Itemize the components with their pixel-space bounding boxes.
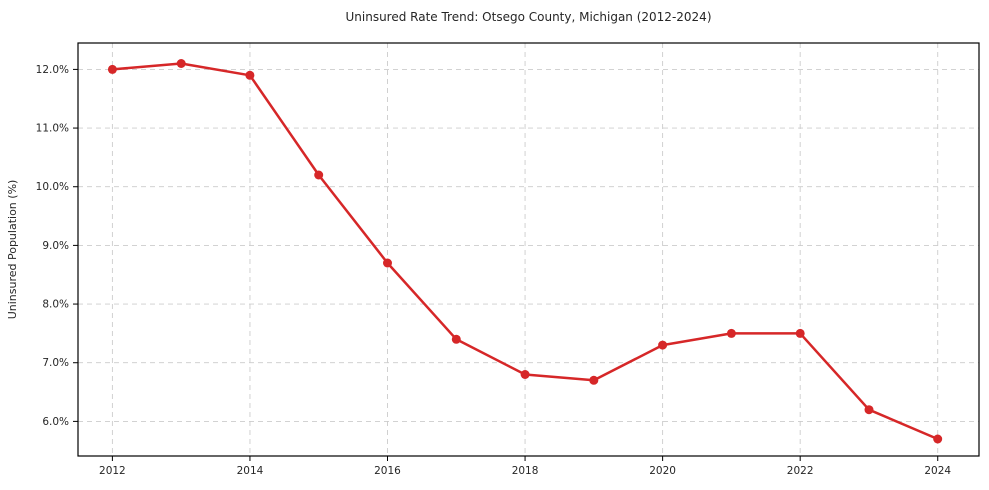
data-point (107, 64, 117, 74)
data-point (520, 370, 530, 379)
y-tick-label: 11.0% (36, 123, 69, 135)
y-tick-label: 10.0% (36, 181, 69, 193)
data-point (726, 328, 736, 338)
y-tick-label: 7.0% (42, 357, 69, 369)
tick-labels: 6.0% 7.0% 8.0% 9.0% 10.0% 11.0% 12.0% 2012 2014 2… (36, 64, 952, 477)
y-tick-label: 12.0% (36, 64, 69, 76)
y-tick-label: 6.0% (42, 416, 69, 428)
x-tick-label: 2020 (649, 465, 676, 477)
x-tick-label: 2012 (99, 465, 126, 477)
chart-title: Uninsured Rate Trend: Otsego County, Mic… (345, 10, 711, 24)
y-tick-label: 8.0% (42, 299, 69, 311)
data-point (658, 340, 668, 350)
data-point (795, 328, 805, 338)
x-tick-label: 2018 (512, 465, 539, 477)
gridlines (78, 43, 979, 456)
data-point (933, 434, 943, 444)
data-point (864, 405, 874, 415)
data-point (314, 170, 324, 180)
data-point (245, 70, 255, 80)
data-point (451, 334, 461, 344)
y-axis-label: Uninsured Population (%) (6, 180, 19, 320)
x-tick-label: 2024 (924, 465, 951, 477)
data-point (176, 59, 186, 68)
data-series (107, 59, 943, 444)
y-tick-label: 9.0% (42, 240, 69, 252)
plot-border (77, 42, 980, 457)
x-tick-label: 2022 (787, 465, 814, 477)
axis-ticks (73, 68, 939, 461)
data-point (383, 258, 392, 268)
x-tick-label: 2014 (237, 465, 264, 477)
data-point (589, 375, 599, 385)
x-tick-label: 2016 (374, 465, 401, 477)
